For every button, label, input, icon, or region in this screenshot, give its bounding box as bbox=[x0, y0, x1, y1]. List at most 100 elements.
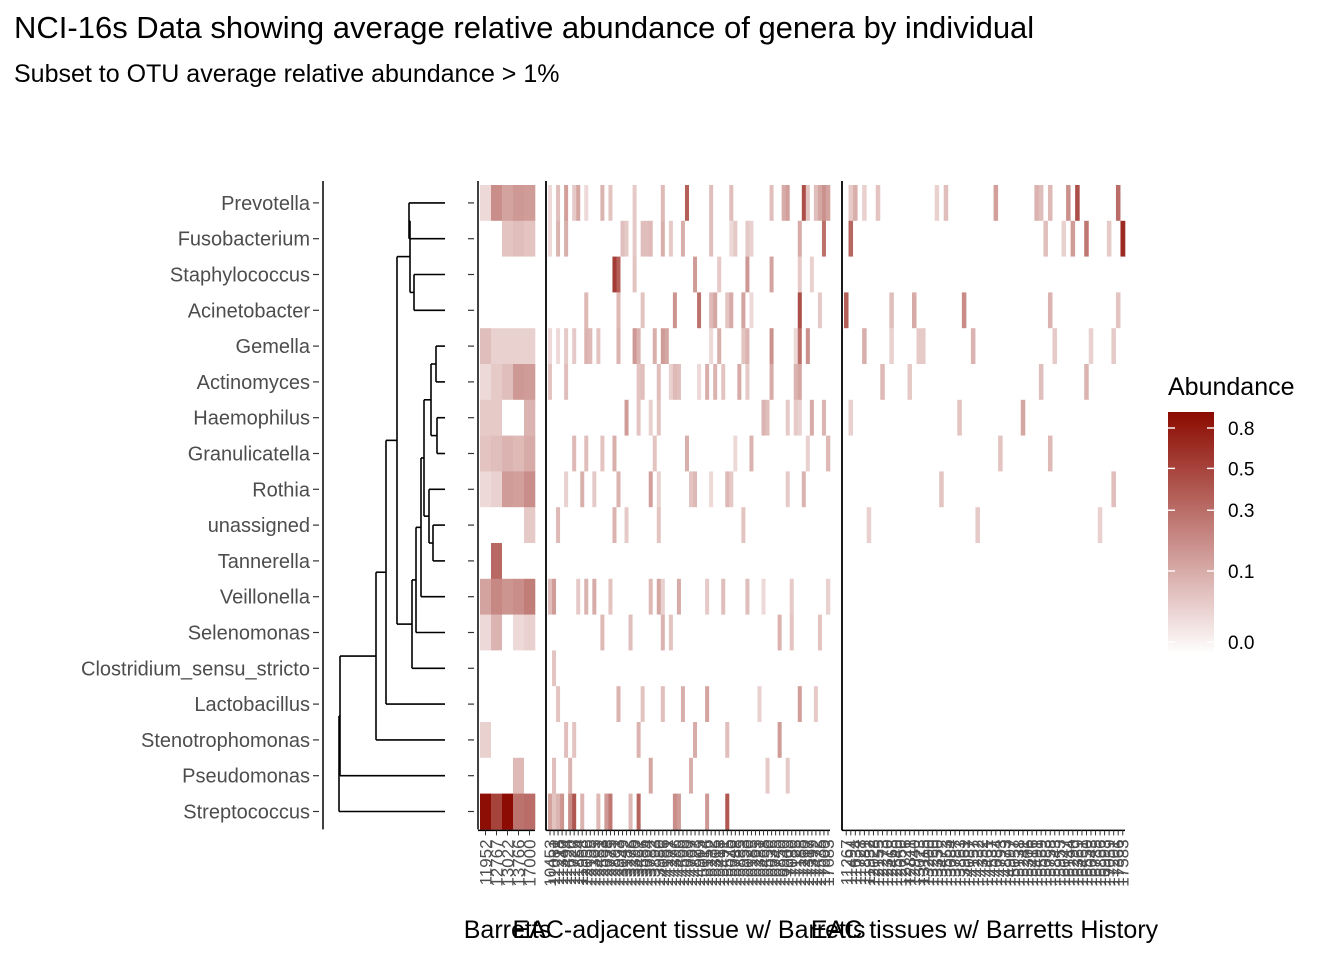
heatmap-cell bbox=[880, 364, 886, 401]
heatmap-cell bbox=[916, 578, 922, 615]
heatmap-cell bbox=[580, 507, 585, 544]
heatmap-cell bbox=[1097, 686, 1103, 723]
heatmap-cell bbox=[925, 650, 931, 687]
heatmap-cell bbox=[556, 364, 561, 401]
heatmap-cell bbox=[943, 328, 949, 365]
heatmap-cell bbox=[697, 757, 702, 794]
heatmap-cell bbox=[717, 650, 722, 687]
heatmap-cell bbox=[866, 185, 872, 222]
heatmap-cell bbox=[911, 292, 917, 329]
heatmap-cell bbox=[689, 220, 694, 257]
sample-label: 17535 bbox=[811, 839, 830, 886]
sample-label: 16369 bbox=[1068, 839, 1087, 886]
heatmap-cell bbox=[596, 543, 601, 580]
heatmap-cell bbox=[785, 328, 791, 365]
sample-label: 16461 bbox=[1073, 839, 1092, 886]
heatmap-cell bbox=[745, 399, 750, 436]
heatmap-cell bbox=[979, 435, 985, 472]
heatmap-cell bbox=[871, 757, 877, 794]
heatmap-cell bbox=[1066, 578, 1071, 615]
heatmap-cell bbox=[1038, 185, 1044, 222]
heatmap-cell bbox=[848, 256, 854, 293]
heatmap-cell bbox=[930, 650, 935, 687]
heatmap-cell bbox=[668, 793, 674, 830]
heatmap-cell bbox=[693, 471, 698, 508]
heatmap-cell bbox=[689, 471, 694, 508]
heatmap-cell bbox=[989, 578, 994, 615]
heatmap-cell bbox=[1002, 757, 1008, 794]
heatmap-cell bbox=[880, 793, 886, 830]
heatmap-cell bbox=[952, 578, 958, 615]
heatmap-cell bbox=[1052, 292, 1058, 329]
heatmap-cell bbox=[524, 757, 536, 794]
heatmap-cell bbox=[952, 543, 958, 580]
heatmap-cell bbox=[676, 328, 682, 365]
heatmap-cell bbox=[785, 686, 791, 723]
heatmap-cell bbox=[813, 328, 819, 365]
heatmap-cell bbox=[612, 185, 617, 222]
heatmap-cell bbox=[844, 471, 849, 508]
heatmap-cell bbox=[580, 578, 585, 615]
sample-label: 15843 bbox=[1046, 839, 1065, 886]
heatmap-cell bbox=[970, 220, 976, 257]
heatmap-cell bbox=[628, 185, 633, 222]
heatmap-cell bbox=[769, 399, 774, 436]
heatmap-cell bbox=[592, 757, 597, 794]
heatmap-cell bbox=[701, 650, 706, 687]
heatmap-cell bbox=[952, 399, 958, 436]
heatmap-cell bbox=[568, 471, 573, 508]
heatmap-cell bbox=[1043, 399, 1049, 436]
heatmap-cell bbox=[998, 471, 1003, 508]
sample-label: 17260 bbox=[795, 839, 814, 886]
heatmap-cell bbox=[1025, 185, 1031, 222]
heatmap-cell bbox=[952, 793, 958, 830]
heatmap-cell bbox=[592, 292, 597, 329]
heatmap-cell bbox=[970, 543, 976, 580]
heatmap-cell bbox=[825, 256, 831, 293]
heatmap-cell bbox=[880, 256, 886, 293]
heatmap-cell bbox=[930, 686, 935, 723]
heatmap-cell bbox=[491, 614, 503, 651]
heatmap-cell bbox=[880, 292, 886, 329]
heatmap-cell bbox=[1016, 399, 1022, 436]
heatmap-cell bbox=[568, 543, 573, 580]
heatmap-cell bbox=[952, 328, 958, 365]
heatmap-cell bbox=[797, 650, 803, 687]
heatmap-cell bbox=[993, 507, 999, 544]
heatmap-cell bbox=[1079, 328, 1085, 365]
heatmap-cell bbox=[781, 220, 786, 257]
heatmap-cell bbox=[1097, 507, 1103, 544]
heatmap-cell bbox=[729, 686, 734, 723]
heatmap-cell bbox=[1038, 507, 1044, 544]
heatmap-cell bbox=[693, 364, 698, 401]
heatmap-cell bbox=[624, 292, 629, 329]
heatmap-cell bbox=[628, 578, 633, 615]
heatmap-cell bbox=[616, 292, 621, 329]
heatmap-cell bbox=[568, 650, 573, 687]
heatmap-cell bbox=[491, 185, 503, 222]
heatmap-cell bbox=[1011, 220, 1017, 257]
heatmap-cell bbox=[628, 722, 633, 759]
heatmap-cell bbox=[871, 578, 877, 615]
heatmap-cell bbox=[552, 578, 557, 615]
heatmap-cell bbox=[1038, 292, 1044, 329]
heatmap-cell bbox=[737, 614, 742, 651]
heatmap-cell bbox=[930, 328, 935, 365]
heatmap-cell bbox=[672, 614, 678, 651]
heatmap-cell bbox=[624, 185, 629, 222]
heatmap-cell bbox=[491, 686, 503, 723]
heatmap-cell bbox=[576, 757, 581, 794]
sample-label: 16550 bbox=[1077, 839, 1096, 886]
heatmap-cell bbox=[853, 722, 858, 759]
heatmap-cell bbox=[781, 578, 786, 615]
heatmap-cell bbox=[821, 471, 827, 508]
heatmap-cell bbox=[761, 793, 766, 830]
heatmap-cell bbox=[580, 185, 585, 222]
heatmap-cell bbox=[825, 328, 831, 365]
heatmap-cell bbox=[684, 507, 690, 544]
heatmap-cell bbox=[844, 256, 849, 293]
heatmap-cell bbox=[664, 399, 670, 436]
heatmap-cell bbox=[805, 328, 811, 365]
heatmap-cell bbox=[552, 328, 557, 365]
heatmap-cell bbox=[875, 578, 881, 615]
